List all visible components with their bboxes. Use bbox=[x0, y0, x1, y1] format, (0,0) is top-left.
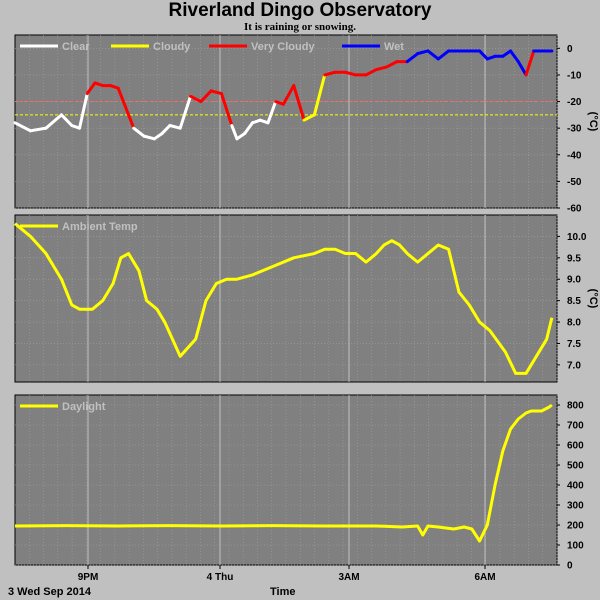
y-tick-label: 600 bbox=[567, 441, 584, 452]
series-line-daylight bbox=[14, 403, 553, 543]
legend-entry: Very Cloudy bbox=[251, 41, 315, 53]
y-tick-label: 300 bbox=[567, 501, 584, 512]
series-segment-clear bbox=[142, 134, 156, 141]
series-segment-clear bbox=[152, 131, 164, 141]
series-segment-very-cloudy bbox=[323, 70, 337, 77]
legend-entry: Daylight bbox=[62, 401, 106, 413]
series-segment-very-cloudy bbox=[219, 92, 234, 127]
series-segment-wet bbox=[405, 52, 420, 64]
series-segment-very-cloudy bbox=[364, 68, 378, 77]
series-segment-clear bbox=[13, 121, 32, 133]
series-segment-clear bbox=[230, 123, 239, 141]
y-tick-label: 400 bbox=[567, 481, 584, 492]
y-tick-label: 9.5 bbox=[567, 253, 581, 264]
y-tick-label: 9.0 bbox=[567, 275, 581, 286]
series-segment-clear bbox=[266, 100, 278, 125]
chart-panel-ambient: 10.0 9.5 9.0 8.5 8.0 7.5 7.0 (°C) Ambient Temp bbox=[14, 214, 599, 383]
series-segment-very-cloudy bbox=[189, 94, 203, 104]
series-line-ambient bbox=[14, 222, 554, 375]
y-tick-label: 200 bbox=[567, 521, 584, 532]
series-segment-cloudy bbox=[312, 73, 327, 117]
legend-entry: Cloudy bbox=[153, 41, 191, 53]
series-segment-wet bbox=[516, 60, 528, 77]
y-tick-label: -60 bbox=[567, 204, 582, 215]
y-tick-label: -40 bbox=[567, 150, 582, 161]
y-axis-unit: (°C) bbox=[587, 289, 599, 309]
series-segment-clear bbox=[243, 121, 254, 135]
series-segment-clear bbox=[132, 126, 146, 138]
series-segment-wet bbox=[509, 49, 520, 64]
chart-panel-cloud: 0 -10 -20 -30 -40 -50 -60 (°C) Clear Cloudy Very C… bbox=[13, 34, 599, 215]
series-segment-clear bbox=[168, 123, 182, 130]
series-segment-cloudy bbox=[302, 113, 316, 122]
legend-entry: Ambient Temp bbox=[62, 221, 138, 233]
y-tick-label: -50 bbox=[567, 177, 582, 188]
y-tick-label: 10.0 bbox=[567, 232, 587, 243]
series-segment-very-cloudy bbox=[116, 86, 136, 130]
y-tick-label: 8.0 bbox=[567, 318, 581, 329]
series-segment-clear bbox=[44, 113, 63, 130]
series-segment-very-cloudy bbox=[199, 89, 213, 104]
series-segment-very-cloudy bbox=[281, 84, 296, 106]
x-tick-label: 4 Thu bbox=[207, 572, 234, 583]
y-tick-label: 8.5 bbox=[567, 296, 581, 307]
series-segment-wet bbox=[416, 49, 430, 56]
legend-entry: Clear bbox=[62, 41, 90, 53]
x-axis-label: Time bbox=[270, 586, 296, 598]
y-tick-label: 0 bbox=[567, 44, 573, 55]
series-segment-very-cloudy bbox=[343, 70, 358, 77]
y-tick-label: 0 bbox=[567, 561, 573, 572]
y-tick-label: 700 bbox=[567, 421, 584, 432]
series-segment-very-cloudy bbox=[85, 81, 97, 96]
y-tick-label: -10 bbox=[567, 70, 582, 81]
y-tick-label: 800 bbox=[567, 401, 584, 412]
series-segment-wet bbox=[426, 49, 440, 61]
series-segment-very-cloudy bbox=[292, 84, 306, 122]
series-segment-clear bbox=[178, 94, 193, 130]
page-title: Riverland Dingo Observatory bbox=[168, 0, 432, 21]
series-segment-clear bbox=[160, 123, 172, 135]
y-tick-label: 7.5 bbox=[567, 339, 581, 350]
series-segment-clear bbox=[59, 113, 74, 127]
x-tick-label: 6AM bbox=[474, 572, 495, 583]
page-subtitle: It is raining or snowing. bbox=[244, 21, 356, 33]
series-segment-very-cloudy bbox=[374, 65, 389, 72]
x-tick-label: 3AM bbox=[338, 572, 359, 583]
series-segment-wet bbox=[501, 49, 513, 58]
date-label: 3 Wed Sep 2014 bbox=[8, 586, 91, 598]
chart-panel-daylight: 800 700 600 500 400 300 200 100 0 9PM 4 Thu 3AM 6AM D… bbox=[14, 394, 584, 583]
series-segment-very-cloudy bbox=[209, 89, 223, 96]
series-segment-wet bbox=[478, 49, 489, 61]
y-tick-label: 500 bbox=[567, 461, 584, 472]
legend-entry: Wet bbox=[384, 41, 404, 53]
y-tick-label: 100 bbox=[567, 541, 584, 552]
y-tick-label: -20 bbox=[567, 97, 582, 108]
y-axis-unit: (°C) bbox=[587, 112, 599, 132]
series-segment-very-cloudy bbox=[385, 60, 399, 69]
series-segment-clear bbox=[235, 131, 247, 141]
y-tick-label: -30 bbox=[567, 124, 582, 135]
series-segment-clear bbox=[28, 126, 48, 133]
series-segment-wet bbox=[436, 49, 451, 61]
y-tick-label: 7.0 bbox=[567, 360, 581, 371]
series-segment-clear bbox=[78, 92, 89, 130]
series-segment-very-cloudy bbox=[524, 49, 536, 77]
x-tick-label: 9PM bbox=[78, 572, 99, 583]
